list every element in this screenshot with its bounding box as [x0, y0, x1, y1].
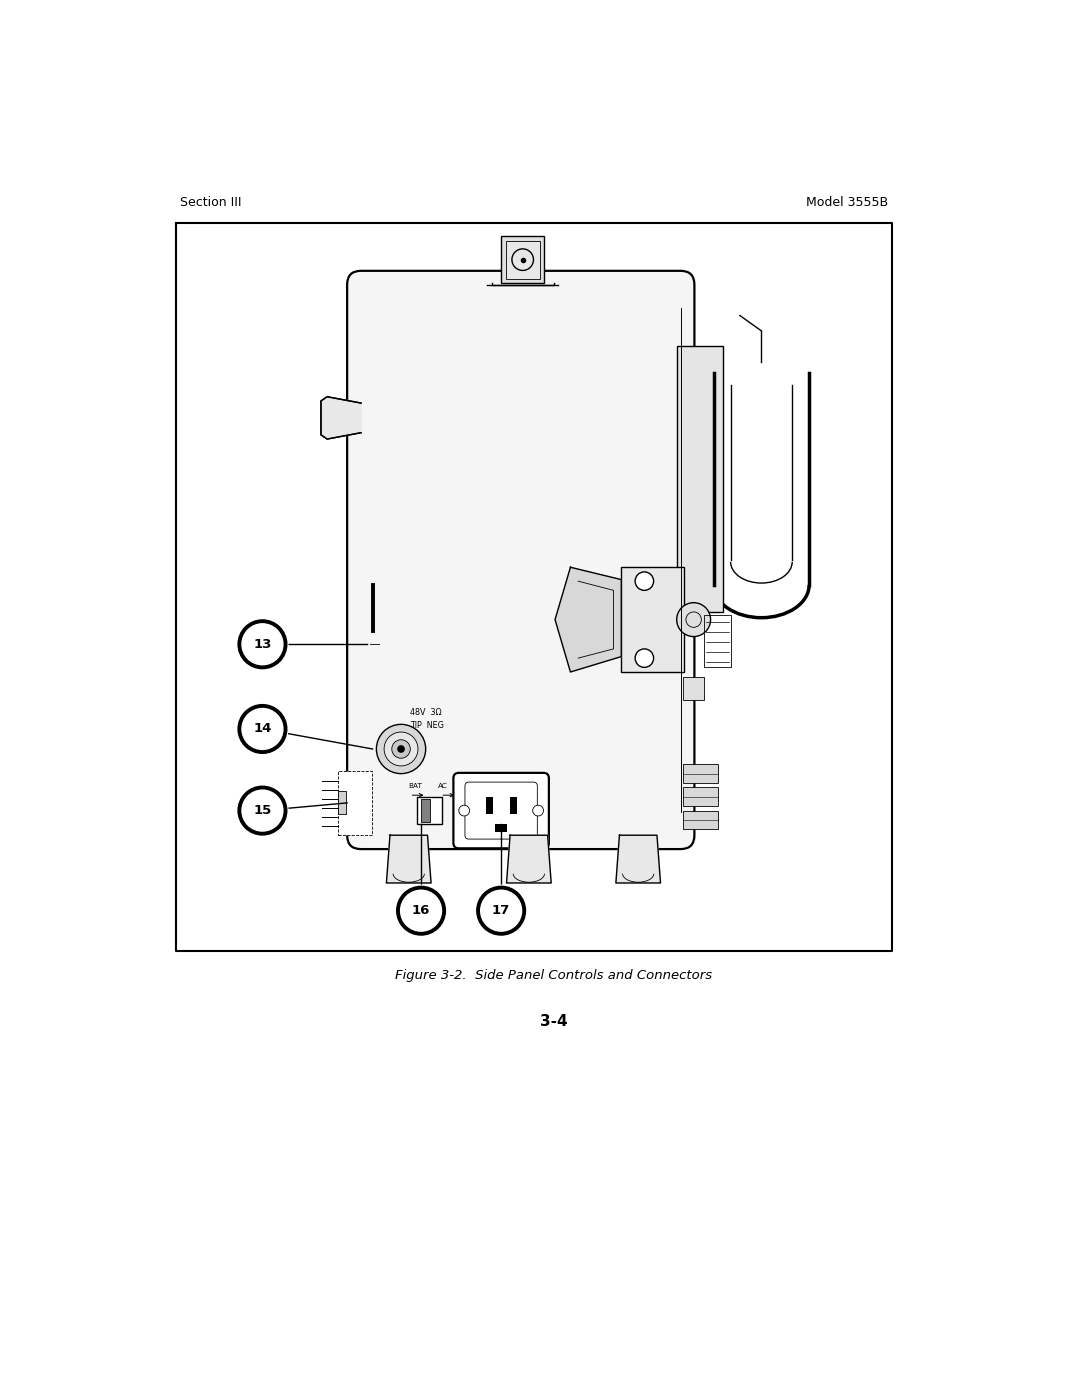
Circle shape [475, 886, 527, 936]
Circle shape [384, 732, 418, 766]
Bar [501, 236, 544, 284]
Polygon shape [507, 835, 551, 883]
Bar [683, 788, 717, 806]
Text: AC: AC [438, 784, 448, 789]
Bar [338, 771, 372, 835]
FancyBboxPatch shape [465, 782, 538, 840]
Text: Section III: Section III [180, 196, 242, 210]
Bar [510, 796, 516, 813]
Circle shape [377, 725, 426, 774]
Text: 48V  3Ω: 48V 3Ω [410, 708, 442, 717]
Circle shape [677, 602, 711, 637]
Circle shape [392, 740, 410, 759]
Text: 17: 17 [492, 904, 510, 918]
Circle shape [397, 745, 405, 753]
Bar [677, 346, 723, 612]
Bar [486, 796, 492, 813]
Bar [338, 791, 346, 814]
Bar [417, 796, 442, 824]
Circle shape [237, 785, 288, 835]
Bar [621, 567, 685, 672]
Text: BAT: BAT [408, 784, 422, 789]
Bar [683, 810, 717, 828]
Bar [683, 764, 717, 782]
Text: 13: 13 [253, 638, 272, 651]
Bar [505, 240, 540, 278]
Text: Model 3555B: Model 3555B [807, 196, 889, 210]
FancyBboxPatch shape [454, 773, 549, 848]
Text: Figure 3-2.  Side Panel Controls and Connectors: Figure 3-2. Side Panel Controls and Conn… [395, 970, 712, 982]
Text: 16: 16 [411, 904, 430, 918]
Polygon shape [616, 835, 661, 883]
Circle shape [635, 648, 653, 668]
Text: 14: 14 [253, 722, 272, 735]
FancyBboxPatch shape [347, 271, 694, 849]
Polygon shape [387, 835, 431, 883]
Polygon shape [321, 397, 361, 439]
Circle shape [237, 619, 288, 669]
Polygon shape [555, 567, 621, 672]
Bar [704, 615, 731, 668]
Bar [683, 678, 704, 700]
Text: 15: 15 [254, 805, 271, 817]
Bar [421, 799, 430, 823]
Circle shape [395, 886, 446, 936]
Text: 3-4: 3-4 [540, 1014, 567, 1030]
Circle shape [459, 805, 470, 816]
Circle shape [532, 805, 543, 816]
Text: TIP  NEG: TIP NEG [410, 721, 444, 729]
Circle shape [237, 704, 288, 754]
Circle shape [635, 571, 653, 591]
Bar [495, 824, 508, 833]
